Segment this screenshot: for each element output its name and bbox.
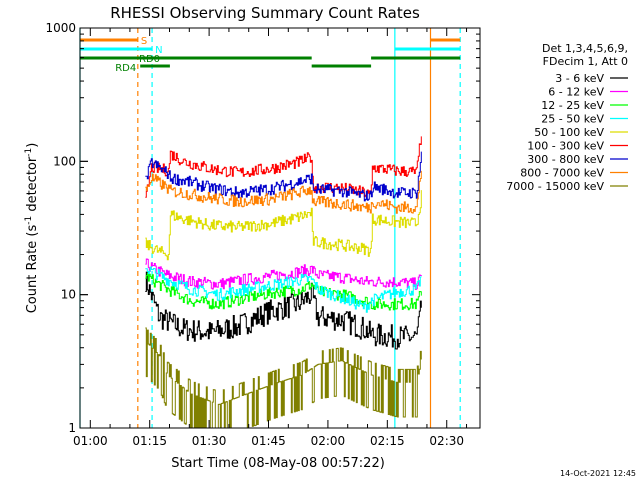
y-axis-label-main: Count Rate (s bbox=[25, 225, 40, 314]
y-axis-label: Count Rate (s-1 detector-1) bbox=[24, 143, 40, 314]
footer-timestamp: 14-Oct-2021 12:45 bbox=[560, 469, 636, 478]
x-tick-label: 02:30 bbox=[429, 434, 464, 448]
axes: 1 10 100 1000 01:00 01:15 01:30 01:45 02:00 02:15… bbox=[45, 21, 481, 448]
y-tick-label: 1000 bbox=[45, 21, 76, 35]
series-line bbox=[145, 151, 422, 202]
legend-entry-label: 300 - 800 keV bbox=[527, 153, 604, 166]
legend: Det 1,3,4,5,6,9,FDecim 1, Att 0 3 - 6 keV… bbox=[506, 42, 628, 193]
legend-entry-label: 6 - 12 keV bbox=[548, 86, 604, 99]
flag-label-saa: S bbox=[141, 36, 147, 47]
legend-entry-label: 800 - 7000 keV bbox=[520, 167, 604, 180]
series-line bbox=[145, 266, 422, 313]
series-line bbox=[145, 271, 422, 350]
plot-frame bbox=[79, 27, 481, 429]
flag-label-night: N bbox=[155, 45, 162, 56]
series-line bbox=[145, 170, 422, 214]
y-axis-label-end: ) bbox=[25, 143, 40, 148]
y-axis-label-sup: -1 bbox=[24, 216, 34, 225]
x-tick-label: 01:30 bbox=[192, 434, 227, 448]
series-line bbox=[145, 136, 422, 198]
y-tick-label: 100 bbox=[53, 154, 76, 168]
legend-entry-label: 100 - 300 keV bbox=[527, 140, 604, 153]
y-axis-label-rest: detector bbox=[25, 156, 40, 216]
x-tick-label: 01:45 bbox=[251, 434, 286, 448]
legend-entry-label: 3 - 6 keV bbox=[555, 72, 604, 85]
y-tick-label: 1 bbox=[68, 421, 76, 435]
legend-entry-label: 25 - 50 keV bbox=[541, 113, 604, 126]
series-line bbox=[145, 190, 422, 261]
flag-label-decimation: RD0 bbox=[139, 54, 160, 65]
legend-entry-label: 7000 - 15000 keV bbox=[506, 180, 604, 193]
x-axis-label: Start Time (08-May-08 00:57:22) bbox=[171, 456, 385, 471]
series-line bbox=[145, 258, 422, 290]
y-axis-label-sup2: -1 bbox=[24, 148, 34, 157]
legend-entry-label: 12 - 25 keV bbox=[541, 99, 604, 112]
y-tick-label: 10 bbox=[61, 288, 76, 302]
x-tick-label: 01:15 bbox=[132, 434, 167, 448]
x-tick-label: 02:15 bbox=[370, 434, 405, 448]
legend-entry-label: 50 - 100 keV bbox=[534, 126, 604, 139]
legend-header: FDecim 1, Att 0 bbox=[543, 55, 628, 68]
x-tick-label: 02:00 bbox=[311, 434, 346, 448]
chart-title: RHESSI Observing Summary Count Rates bbox=[110, 4, 420, 22]
flag-label-rd4: RD4 bbox=[115, 63, 136, 74]
legend-header: Det 1,3,4,5,6,9, bbox=[542, 42, 628, 55]
series-line bbox=[145, 272, 422, 311]
x-tick-label: 01:00 bbox=[73, 434, 108, 448]
